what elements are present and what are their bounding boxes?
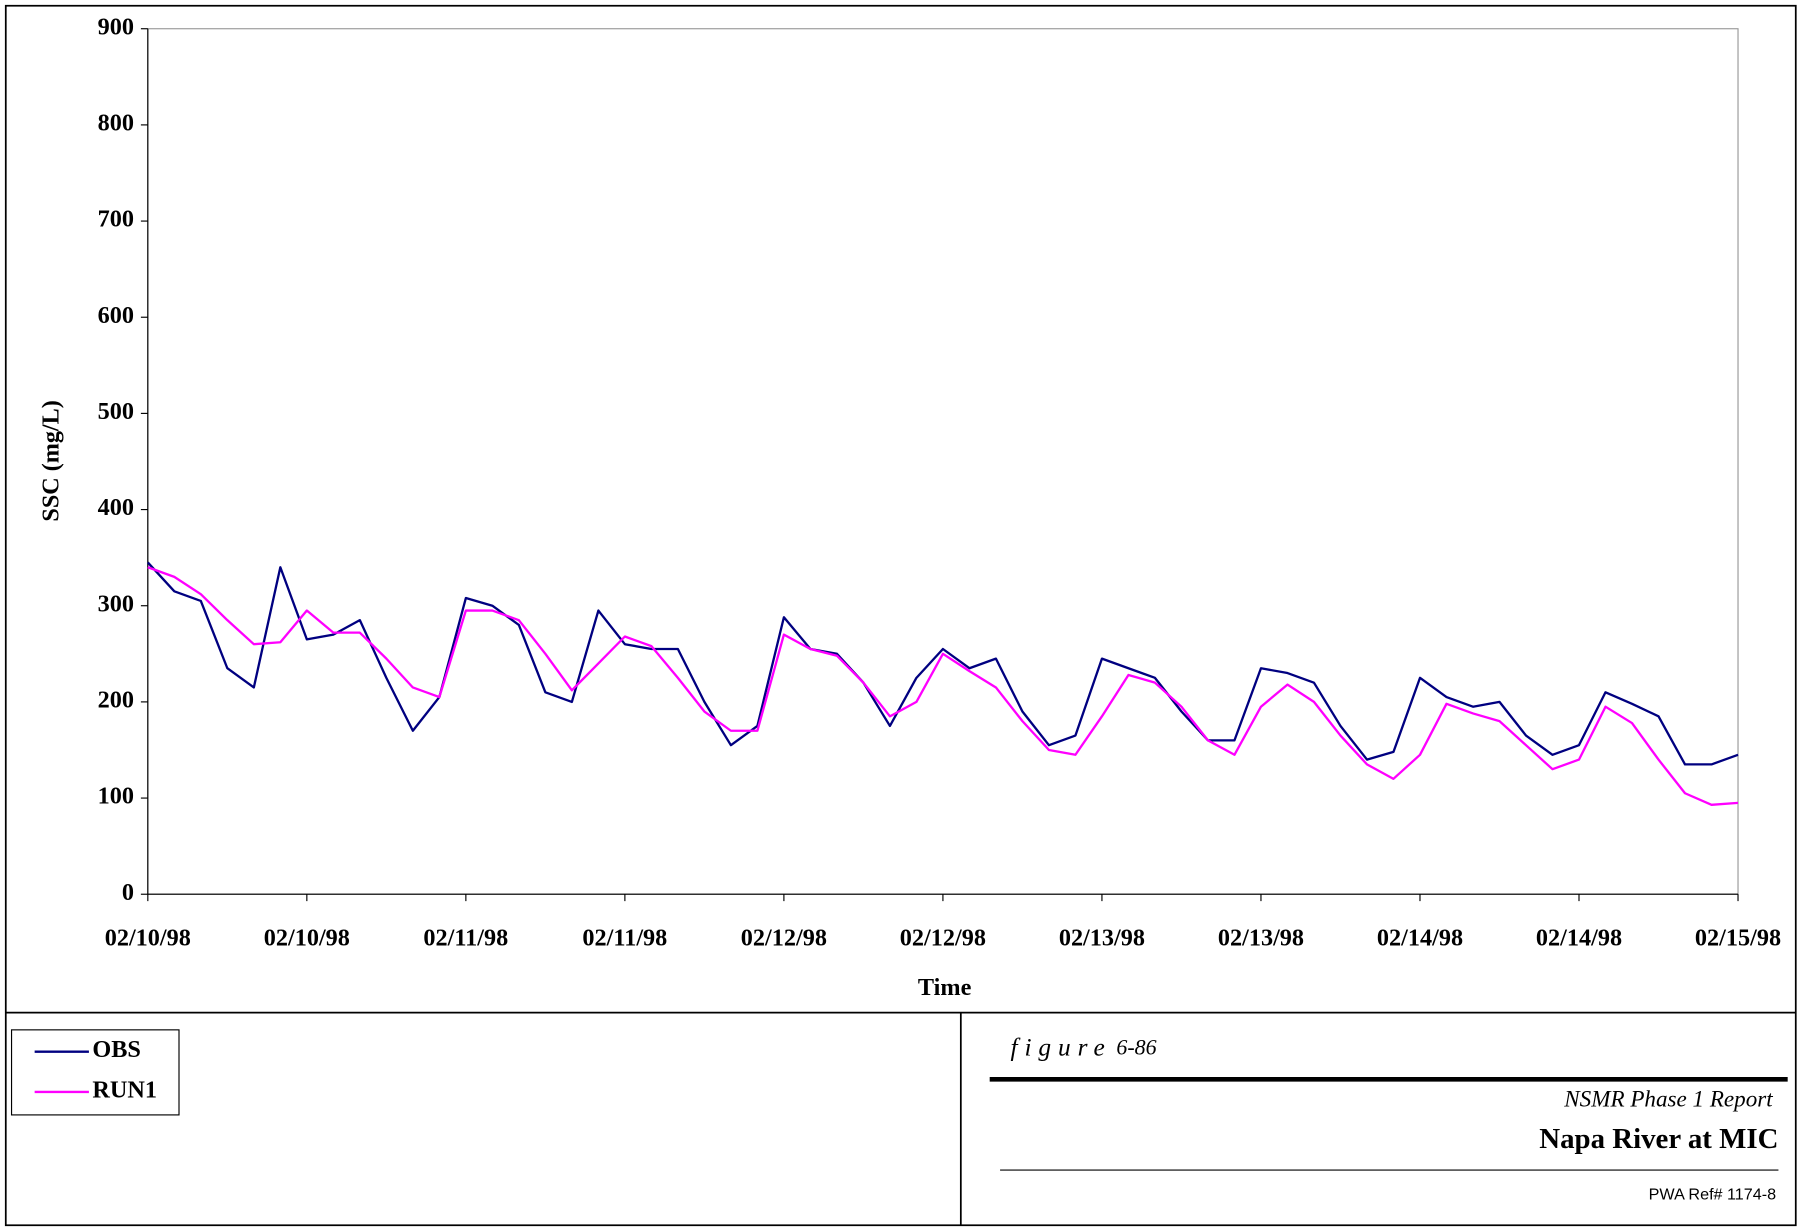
x-tick-label: 02/11/98 (423, 925, 508, 952)
y-tick-label: 300 (98, 590, 134, 617)
legend-label: OBS (92, 1036, 141, 1063)
reference: PWA Ref# 1174-8 (1649, 1186, 1776, 1204)
y-tick-label: 400 (98, 494, 134, 521)
y-tick-label: 600 (98, 302, 134, 329)
x-tick-label: 02/13/98 (1218, 925, 1304, 952)
x-tick-label: 02/14/98 (1377, 925, 1463, 952)
y-tick-label: 700 (98, 206, 134, 233)
figure-number: figure 6-86 (1010, 1033, 1156, 1061)
plot-area (147, 28, 1739, 895)
x-tick-label: 02/12/98 (741, 925, 827, 952)
legend (10, 1029, 180, 1116)
frame (4, 4, 1797, 1227)
x-tick-label: 02/10/98 (105, 925, 191, 952)
x-axis-title: Time (918, 974, 972, 1001)
y-tick-label: 0 (122, 879, 134, 906)
x-tick-label: 02/12/98 (900, 925, 986, 952)
figure-title: Napa River at MIC (1539, 1123, 1778, 1155)
series-line (147, 566, 1739, 806)
x-tick-label: 02/13/98 (1059, 925, 1145, 952)
y-tick-label: 900 (98, 13, 134, 40)
x-tick-label: 02/15/98 (1695, 925, 1781, 952)
legend-label: RUN1 (92, 1077, 157, 1104)
report-name: NSMR Phase 1 Report (1563, 1085, 1773, 1111)
series-line (146, 561, 1739, 766)
x-tick-label: 02/14/98 (1536, 925, 1622, 952)
x-tick-label: 02/10/98 (264, 925, 350, 952)
y-tick-label: 200 (98, 686, 134, 713)
x-tick-label: 02/11/98 (582, 925, 667, 952)
y-tick-label: 100 (98, 783, 134, 810)
y-tick-label: 800 (98, 109, 134, 136)
y-axis-title: SSC (mg/L) (38, 400, 65, 521)
y-tick-label: 500 (98, 398, 134, 425)
